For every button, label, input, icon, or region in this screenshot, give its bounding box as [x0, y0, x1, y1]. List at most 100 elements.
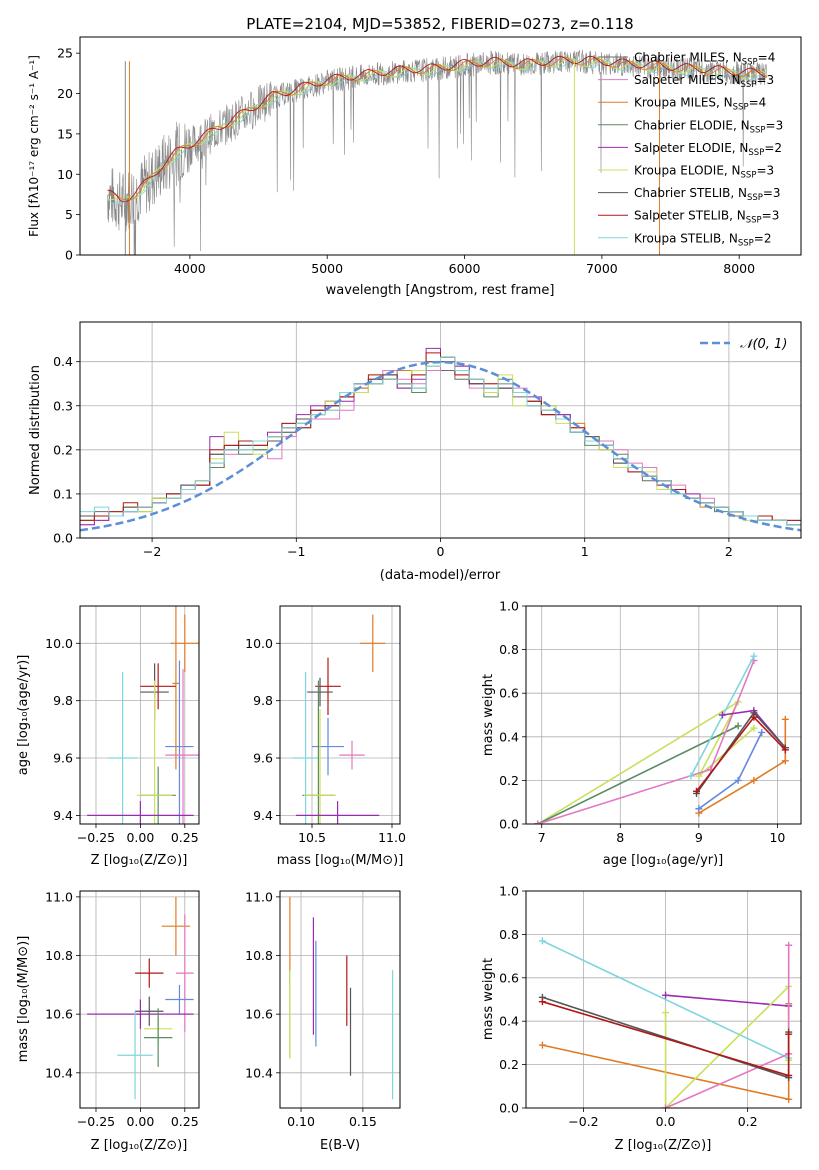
legend-count: =3 — [763, 186, 781, 200]
legend-label: Chabrier MILES, N — [634, 51, 742, 65]
mass-weight-line — [664, 984, 790, 1108]
legend-count: =2 — [764, 141, 782, 155]
mass-weight-line — [542, 940, 790, 1059]
y-tick-label: 10.6 — [45, 1007, 73, 1022]
x-tick-label: 10.5 — [298, 830, 326, 845]
legend-entry: Kroupa ELODIE, NSSP=3 — [634, 164, 774, 181]
y-tick-label: 1.0 — [499, 599, 519, 614]
legend-subscript: SSP — [733, 103, 749, 113]
mass-weight-marker — [662, 1009, 670, 1017]
y-tick-label: 9.8 — [253, 693, 273, 708]
x-tick-label: 8 — [616, 830, 624, 845]
mass-weight-marker — [781, 746, 789, 754]
x-tick-label: 9 — [695, 830, 703, 845]
mass-weight-marker — [695, 805, 703, 813]
y-tick-label: 0.8 — [499, 927, 519, 942]
legend-subscript: SSP — [741, 171, 757, 181]
y-tick-label: 10.4 — [45, 1065, 73, 1080]
legend-label: Chabrier STELIB, N — [634, 186, 747, 200]
y-tick-label: 10.0 — [45, 636, 73, 651]
x-tick-label: 0.15 — [349, 1114, 377, 1129]
x-tick-label: 0.0 — [656, 1114, 676, 1129]
legend-label: Salpeter STELIB, N — [634, 209, 746, 223]
legend-entry: Kroupa STELIB, NSSP=2 — [634, 231, 772, 248]
normal-distribution-curve — [80, 360, 801, 532]
y-tick-label: 10 — [57, 167, 73, 182]
legend-label: Chabrier ELODIE, N — [634, 118, 750, 132]
y-tick-label: 10.6 — [245, 1007, 273, 1022]
y-tick-label: 0.1 — [53, 486, 73, 501]
legend-label: Kroupa STELIB, N — [634, 231, 738, 245]
spectrum-panel: PLATE=2104, MJD=53852, FIBERID=0273, z=0… — [27, 15, 802, 298]
mass-vs-metallicity-panel: −0.25 0.00 0.25 10.4 10.6 10.8 11.0 Z [log₁₀(Z… — [16, 889, 200, 1153]
mass-weight-marker — [785, 1030, 793, 1038]
age-vs-mass-x-label: mass [log₁₀(M/M⊙)] — [277, 853, 404, 868]
y-tick-label: 0.6 — [499, 970, 519, 985]
x-tick-label: 5000 — [311, 261, 343, 276]
weight-vs-metallicity-y-label: mass weight — [481, 958, 496, 1040]
x-tick-label: 7 — [538, 830, 546, 845]
mass-weight-marker — [687, 772, 695, 780]
y-tick-label: 9.4 — [53, 808, 73, 823]
spectrum-plot-area — [79, 36, 802, 256]
legend-count: =3 — [756, 164, 774, 178]
y-tick-label: 25 — [57, 46, 73, 61]
x-tick-label: 2 — [725, 544, 733, 559]
mass-weight-marker — [662, 1104, 670, 1108]
x-tick-label: 0.25 — [171, 830, 199, 845]
legend-subscript: SSP — [742, 58, 758, 68]
legend-entry: Salpeter STELIB, NSSP=3 — [634, 209, 779, 226]
y-tick-label: 0.2 — [499, 773, 519, 788]
y-tick-label: 0 — [65, 248, 73, 263]
x-tick-label: 11.0 — [378, 830, 406, 845]
mass-weight-line — [665, 945, 790, 1108]
legend-label: Kroupa ELODIE, N — [634, 164, 741, 178]
legend-subscript: SSP — [747, 193, 763, 203]
y-tick-label: 1.0 — [499, 884, 519, 899]
y-tick-label: 10.4 — [245, 1065, 273, 1080]
mass-weight-marker — [750, 652, 758, 660]
weight-vs-age-panel: 7 8 9 10 0.0 0.2 0.4 0.6 0.8 1.0 age [log₁₀(age/y… — [481, 599, 802, 868]
x-tick-label: −0.25 — [77, 830, 115, 845]
x-tick-label: 6000 — [449, 261, 481, 276]
residuals-panel: −2 −1 0 1 2 0.0 0.1 0.2 0.3 0.4 (data-model)/erro… — [28, 321, 802, 583]
age-vs-mass-panel: 10.5 11.0 9.4 9.6 9.8 10.0 mass [log₁₀(M/M⊙)] — [245, 605, 406, 868]
x-tick-label: −0.25 — [77, 1114, 115, 1129]
x-tick-label: 10 — [769, 830, 785, 845]
y-tick-label: 15 — [57, 126, 73, 141]
legend-label: Salpeter MILES, N — [634, 73, 741, 87]
legend-count: =3 — [756, 73, 774, 87]
y-tick-label: 9.8 — [53, 693, 73, 708]
x-tick-label: −0.2 — [568, 1114, 598, 1129]
y-tick-label: 10.8 — [245, 948, 273, 963]
mass-weight-marker — [538, 998, 546, 1006]
legend-entry: Chabrier ELODIE, NSSP=3 — [634, 118, 783, 135]
mass-weight-marker — [734, 722, 742, 730]
y-tick-label: 0.0 — [499, 817, 519, 832]
legend-entry: Chabrier MILES, NSSP=4 — [634, 51, 775, 68]
legend-entry: Salpeter MILES, NSSP=3 — [634, 73, 774, 90]
legend-entry: Kroupa MILES, NSSP=4 — [634, 96, 766, 113]
y-tick-label: 20 — [57, 86, 73, 101]
y-tick-label: 5 — [65, 207, 73, 222]
mass-weight-marker — [758, 728, 766, 736]
y-tick-label: 10.0 — [245, 636, 273, 651]
legend-subscript: SSP — [748, 148, 764, 158]
weight-vs-age-plot-area — [525, 605, 802, 825]
mass-weight-marker — [538, 937, 546, 945]
x-tick-label: 0.2 — [738, 1114, 758, 1129]
legend-subscript: SSP — [741, 80, 757, 90]
mass-weight-marker — [538, 1041, 546, 1049]
age-vs-metallicity-plot-area — [79, 605, 200, 825]
legend-subscript: SSP — [750, 125, 766, 135]
observed-spectrum-line — [107, 49, 767, 255]
legend-label: 𝒩(0, 1) — [740, 337, 787, 352]
mass-weight-line — [695, 711, 786, 794]
legend-entry: Salpeter ELODIE, NSSP=2 — [634, 141, 782, 158]
spectrum-title: PLATE=2104, MJD=53852, FIBERID=0273, z=0… — [246, 15, 633, 33]
residuals-y-label: Normed distribution — [28, 365, 43, 495]
x-tick-label: 0 — [437, 544, 445, 559]
mass-weight-marker — [785, 941, 793, 949]
